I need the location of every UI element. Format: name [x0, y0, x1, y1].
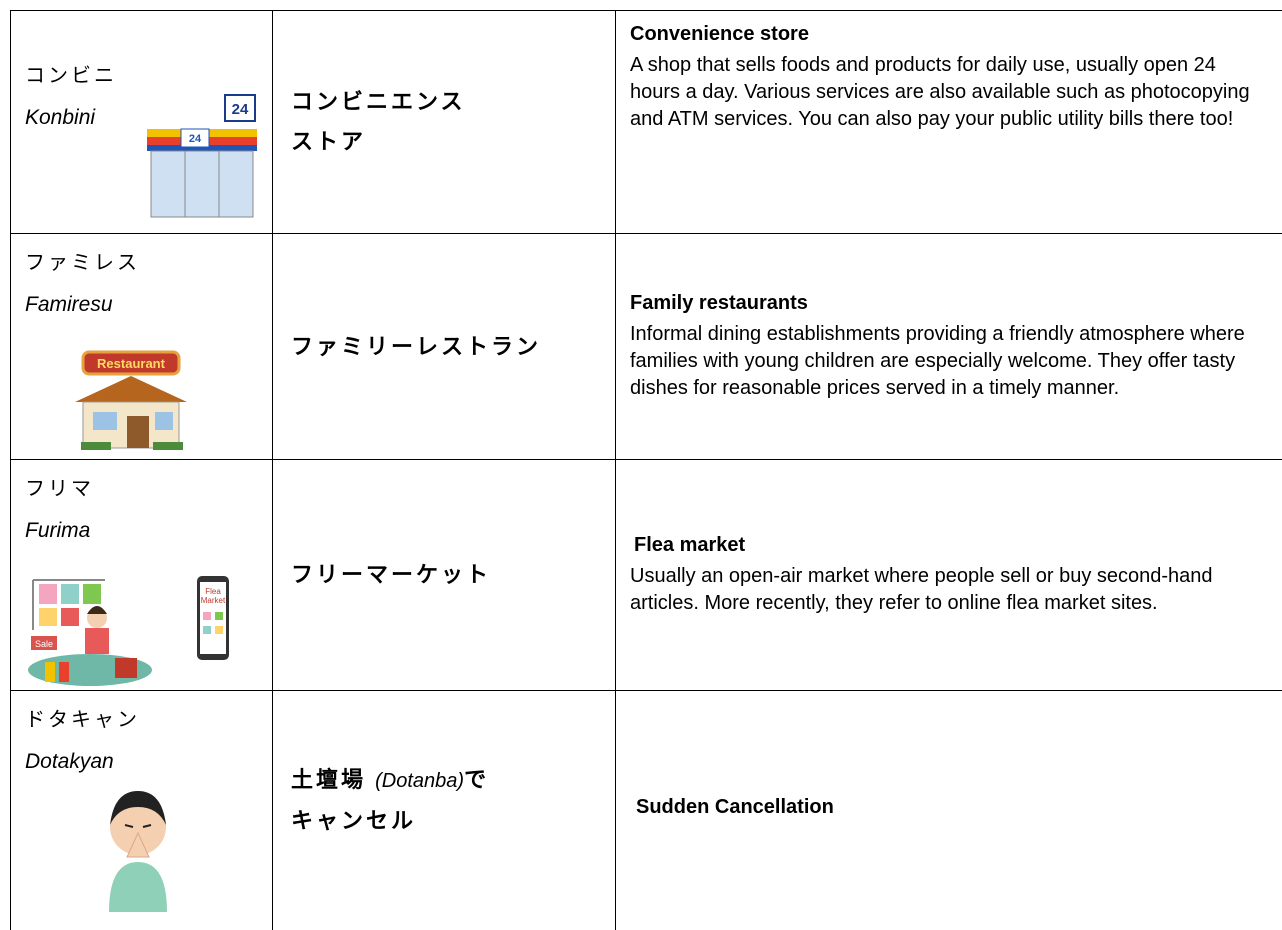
full-name: コンビニエンス	[291, 89, 466, 114]
term-cell: コンビニ Konbini 24 24	[10, 10, 272, 233]
meaning-cell: Convenience store A shop that sells food…	[615, 10, 1282, 233]
full-name-part: で	[464, 767, 490, 792]
full-name: ファミリーレストラン	[291, 333, 542, 359]
full-name: キャンセル	[291, 808, 417, 833]
svg-text:Sale: Sale	[35, 639, 53, 649]
full-cell: ファミリーレストラン	[272, 233, 615, 459]
romaji: Dotakyan	[25, 750, 114, 773]
store-icon: 24 24	[147, 94, 257, 218]
full-cell: 土壇場 (Dotanba)で キャンセル	[272, 690, 615, 930]
full-cell: フリーマーケット	[272, 459, 615, 690]
svg-text:Market: Market	[201, 596, 226, 605]
heading: Family restaurants	[630, 291, 808, 314]
restaurant-icon: Restaurant	[75, 350, 187, 450]
svg-text:24: 24	[232, 101, 249, 118]
term: フリマ	[25, 478, 94, 500]
full-name: 土壇場 (Dotanba)で	[291, 760, 615, 801]
heading: Flea market	[634, 533, 746, 556]
meaning-cell: Family restaurants Informal dining estab…	[615, 233, 1282, 459]
term: ファミレス	[25, 252, 140, 274]
svg-text:Flea: Flea	[205, 587, 221, 596]
description: Usually an open-air market where people …	[630, 564, 1213, 614]
full-name-part: 土壇場	[291, 767, 367, 792]
meaning-cell: Sudden Cancellation	[615, 690, 1282, 930]
full-name-reading: (Dotanba)	[375, 770, 465, 792]
term-cell: ドタキャン Dotakyan	[10, 690, 272, 930]
svg-text:24: 24	[189, 133, 202, 145]
romaji: Famiresu	[25, 293, 113, 316]
description: Informal dining establishments providing…	[630, 322, 1245, 399]
term-cell: フリマ Furima Sale Flea Market	[10, 459, 272, 690]
full-cell: コンビニエンス ストア	[272, 10, 615, 233]
person-icon	[109, 791, 167, 912]
svg-text:Restaurant: Restaurant	[97, 356, 166, 371]
heading: Sudden Cancellation	[636, 796, 834, 818]
full-name: フリーマーケット	[291, 562, 492, 587]
full-name: ストア	[291, 129, 367, 154]
romaji: Konbini	[25, 106, 96, 129]
term-cell: ファミレス Famiresu Restaurant	[10, 233, 272, 459]
term: コンビニ	[25, 65, 117, 87]
heading: Convenience store	[630, 23, 809, 45]
meaning-cell: Flea market Usually an open-air market w…	[615, 459, 1282, 690]
term: ドタキャン	[25, 709, 140, 731]
description: A shop that sells foods and products for…	[630, 54, 1250, 130]
page: コンビニ Konbini 24 24 コンビニエンス ストア Convenien…	[10, 10, 1282, 930]
romaji: Furima	[25, 519, 91, 542]
